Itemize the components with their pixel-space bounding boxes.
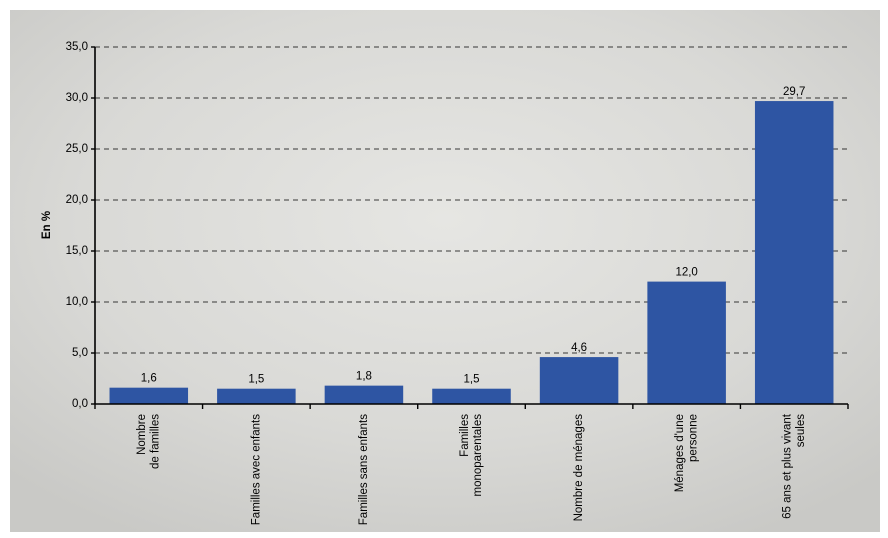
x-tick-label: Familles avec enfants [250,414,262,525]
value-label: 12,0 [675,267,697,279]
value-label: 4,6 [571,342,587,354]
bar [324,385,404,404]
y-tick-label: 5,0 [72,347,88,359]
background [10,10,880,532]
value-label: 1,8 [356,371,372,383]
x-tick-label: Famillesmonoparentales [459,414,484,497]
bar [754,101,834,404]
y-tick-label: 20,0 [66,194,88,206]
y-tick-label: 10,0 [66,296,88,308]
x-tick-label: 65 ans et plus vivantseules [782,413,807,519]
bar [432,388,511,404]
x-tick-label: Familles sans enfants [358,414,370,525]
y-tick-label: 25,0 [66,143,88,155]
x-tick-label: Nombre de ménages [573,414,585,522]
bar [109,387,189,404]
bar [217,388,296,404]
value-label: 29,7 [783,86,805,98]
value-label: 1,5 [464,374,480,386]
bar [647,281,726,404]
y-axis-title: En % [41,211,53,239]
y-tick-label: 30,0 [66,92,88,104]
value-label: 1,6 [141,373,157,385]
bar [539,357,619,404]
y-tick-label: 0,0 [72,398,88,410]
value-label: 1,5 [248,374,264,386]
y-tick-label: 15,0 [66,245,88,257]
x-tick-label: Ménages d'unepersonne [674,414,699,492]
x-tick-label: Nombrede familles [136,414,161,469]
y-tick-label: 35,0 [66,41,88,53]
